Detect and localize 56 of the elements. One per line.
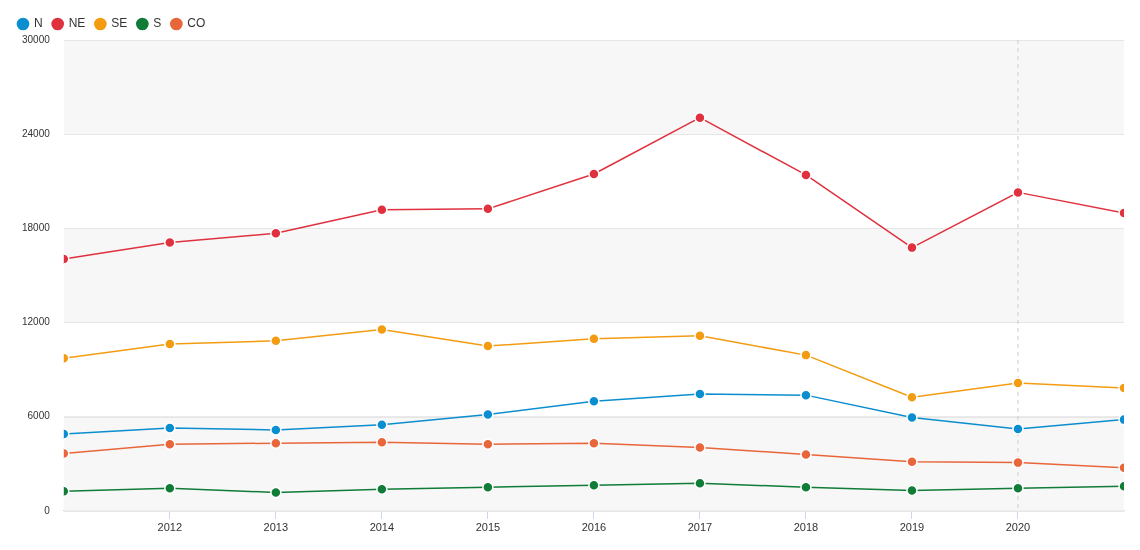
y-tick-label: 24000 — [22, 127, 51, 139]
point — [270, 437, 282, 449]
point — [164, 236, 176, 249]
point — [588, 479, 600, 491]
x-tick-label: 2015 — [475, 521, 501, 534]
point — [694, 388, 706, 400]
point — [482, 340, 494, 352]
point — [270, 227, 282, 240]
y-tick-label: 12000 — [22, 316, 51, 328]
point — [694, 111, 706, 124]
point — [694, 441, 706, 454]
point — [164, 482, 176, 494]
x-tick-label: 2017 — [687, 521, 713, 534]
point — [270, 486, 282, 499]
x-tick-label: 2014 — [369, 521, 395, 534]
x-tick-label: 2013 — [263, 521, 289, 534]
point — [1012, 482, 1024, 494]
y-tick-label: 6000 — [27, 410, 51, 422]
legend-label: N — [34, 16, 43, 31]
point — [906, 241, 918, 254]
legend-label: NE — [68, 16, 86, 31]
legend-label: CO — [187, 16, 206, 31]
point — [906, 411, 918, 424]
point — [800, 448, 812, 461]
point — [1012, 377, 1024, 389]
point — [376, 419, 388, 431]
x-tick-label: 2019 — [899, 521, 925, 534]
x-tick-label: 2012 — [157, 521, 183, 534]
point — [906, 455, 918, 468]
x-tick-label: 2018 — [793, 521, 819, 534]
y-tick-label: 18000 — [22, 222, 51, 234]
point — [164, 422, 176, 434]
x-tick-label: 2016 — [581, 521, 607, 534]
point — [1012, 423, 1024, 435]
x-tick-label: 2020 — [1005, 521, 1031, 534]
point — [906, 484, 918, 497]
point — [694, 477, 706, 489]
point — [164, 438, 176, 451]
point — [800, 349, 812, 361]
point — [482, 438, 494, 451]
point — [482, 481, 494, 494]
point — [164, 338, 176, 350]
legend-label: S — [153, 16, 162, 31]
y-tick-label: 30000 — [22, 33, 51, 45]
point — [800, 169, 812, 181]
legend-label: SE — [111, 16, 128, 31]
point — [588, 168, 600, 180]
y-tick-label: 0 — [44, 504, 51, 516]
point — [376, 483, 388, 496]
point — [376, 436, 388, 448]
point — [270, 424, 282, 436]
point — [800, 481, 812, 494]
point — [588, 437, 600, 449]
point — [482, 408, 494, 421]
point — [1012, 456, 1024, 469]
point — [800, 389, 812, 401]
